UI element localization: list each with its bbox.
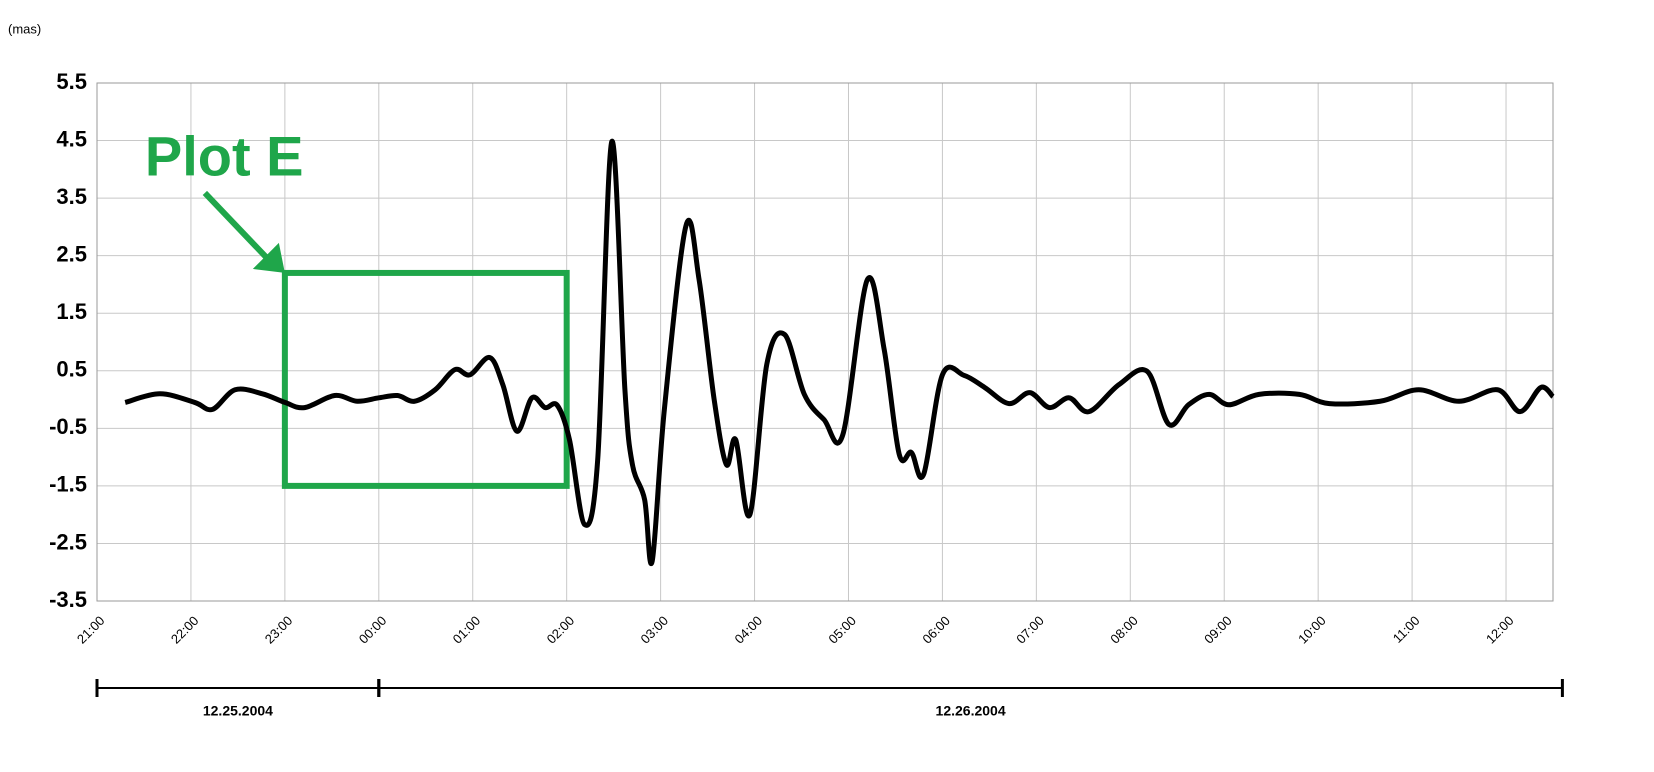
y-tick-label: -1.5 <box>49 472 87 497</box>
x-tick-label: 11:00 <box>1390 613 1423 646</box>
x-tick-label: 12:00 <box>1483 613 1517 647</box>
date-range-label: 12.26.2004 <box>936 703 1006 719</box>
x-tick-label: 01:00 <box>450 613 484 647</box>
x-tick-label: 10:00 <box>1295 613 1329 647</box>
y-tick-label: -0.5 <box>49 414 87 439</box>
y-tick-label: 5.5 <box>56 69 87 94</box>
y-tick-label: 0.5 <box>56 357 87 382</box>
annotation-label: Plot E <box>145 125 304 188</box>
y-tick-label: 3.5 <box>56 184 87 209</box>
series-line <box>124 139 1555 567</box>
date-range-label: 12.25.2004 <box>203 703 273 719</box>
x-tick-label: 09:00 <box>1201 613 1235 647</box>
y-tick-label: -3.5 <box>49 587 87 612</box>
y-tick-label: 2.5 <box>56 241 87 266</box>
annotation-arrow <box>202 190 270 261</box>
y-unit: (mas) <box>8 21 41 36</box>
y-tick-label: 1.5 <box>56 299 87 324</box>
x-tick-label: 06:00 <box>919 613 953 647</box>
x-tick-label: 04:00 <box>731 613 765 647</box>
x-tick-label: 02:00 <box>544 613 578 647</box>
annotation-box <box>281 269 570 489</box>
x-tick-label: 22:00 <box>168 613 202 647</box>
x-tick-label: 07:00 <box>1013 613 1047 647</box>
y-tick-label: 4.5 <box>56 126 87 151</box>
x-tick-label: 08:00 <box>1107 613 1141 647</box>
x-tick-label: 00:00 <box>356 613 390 647</box>
y-tick-label: -2.5 <box>49 529 87 554</box>
plot-frame <box>96 82 1554 602</box>
x-tick-label: 03:00 <box>638 613 672 647</box>
annotation-arrowhead <box>252 242 285 273</box>
x-tick-label: 05:00 <box>825 613 859 647</box>
x-tick-label: 21:00 <box>74 613 108 647</box>
x-tick-label: 23:00 <box>262 613 296 647</box>
